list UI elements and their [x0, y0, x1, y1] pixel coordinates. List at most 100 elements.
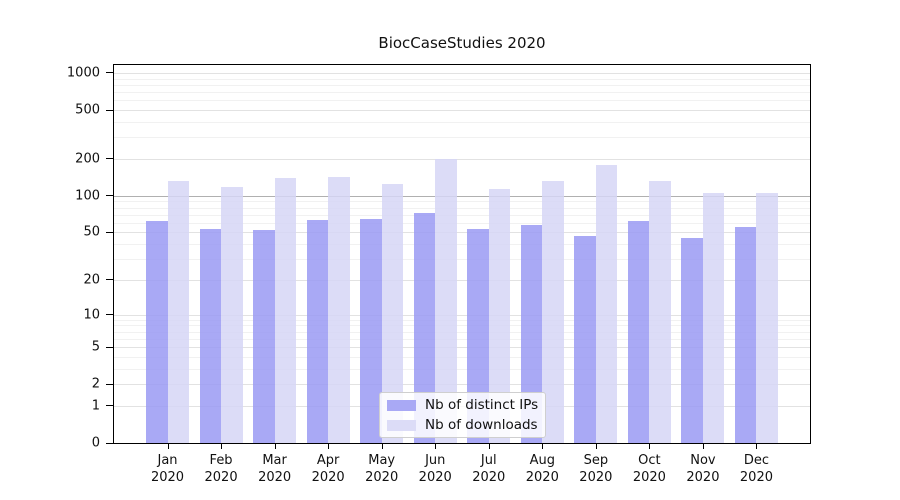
bar-distinct-ips-mar — [253, 230, 275, 443]
x-tick — [167, 443, 169, 449]
y-tick — [106, 109, 113, 111]
y-tick — [106, 72, 113, 74]
gridline-minor — [114, 92, 810, 94]
x-tick-label-jan: Jan 2020 — [151, 452, 184, 486]
gridline-major — [114, 314, 810, 316]
x-tick-label-jun: Jun 2020 — [419, 452, 452, 486]
x-tick-year: 2020 — [150, 470, 185, 485]
x-tick-month: Oct — [638, 453, 661, 468]
x-tick-year: 2020 — [365, 470, 399, 485]
y-tick — [106, 314, 113, 316]
bar-downloads-sep — [595, 164, 618, 443]
x-tick-year: 2020 — [579, 470, 613, 485]
x-tick-month: Dec — [743, 453, 770, 468]
x-tick-year: 2020 — [418, 470, 452, 485]
gridline-emphasized — [114, 195, 810, 197]
y-tick — [106, 346, 113, 348]
bar-downloads-feb — [221, 187, 243, 443]
bar-distinct-ips-apr — [306, 220, 329, 443]
bar-downloads-apr — [328, 176, 350, 443]
y-tick — [106, 195, 113, 197]
gridline-major — [114, 384, 810, 386]
y-tick-label: 50 — [83, 224, 100, 240]
x-tick — [381, 443, 383, 449]
y-tick-label: 5 — [91, 339, 100, 355]
gridline-minor — [114, 78, 810, 80]
bar-downloads-dec — [756, 193, 778, 443]
gridline-minor — [114, 207, 810, 209]
gridline-minor — [114, 214, 810, 216]
x-tick-year: 2020 — [739, 470, 773, 485]
x-tick-year: 2020 — [525, 470, 559, 485]
y-tick-label: 500 — [75, 102, 100, 118]
y-tick — [106, 383, 113, 385]
x-tick-label-mar: Mar 2020 — [258, 452, 291, 486]
x-tick — [702, 443, 704, 449]
bar-downloads-nov — [702, 193, 725, 443]
x-tick-year: 2020 — [258, 470, 292, 485]
x-tick-label-aug: Aug 2020 — [526, 452, 559, 486]
bar-distinct-ips-feb — [199, 229, 222, 443]
gridline-minor — [114, 319, 810, 321]
y-tick-label: 2 — [91, 376, 100, 392]
y-tick-label: 20 — [83, 272, 100, 288]
gridline-minor — [114, 325, 810, 327]
x-tick-label-dec: Dec 2020 — [740, 452, 773, 486]
bar-distinct-ips-jan — [146, 221, 168, 443]
x-tick-label-nov: Nov 2020 — [686, 452, 719, 486]
x-tick — [488, 443, 490, 449]
x-tick-month: Feb — [209, 453, 233, 468]
x-tick-label-sep: Sep 2020 — [579, 452, 612, 486]
y-tick-label: 1000 — [66, 65, 100, 81]
bar-downloads-jan — [167, 180, 190, 443]
bar-distinct-ips-aug — [520, 224, 543, 443]
x-tick — [328, 443, 330, 449]
legend-label-distinct-ips: Nb of distinct IPs — [425, 397, 539, 413]
y-tick — [106, 442, 113, 444]
bar-downloads-jun — [435, 159, 457, 443]
bar-distinct-ips-sep — [574, 235, 596, 443]
gridline-minor — [114, 201, 810, 203]
gridline-minor — [114, 338, 810, 340]
x-tick-month: Jul — [480, 453, 497, 468]
chart-title: BiocCaseStudies 2020 — [378, 34, 546, 52]
y-tick-label: 100 — [75, 188, 100, 204]
x-tick-label-may: May 2020 — [365, 452, 398, 486]
x-tick-year: 2020 — [632, 470, 666, 485]
x-tick-month: Jan — [157, 453, 178, 468]
gridline-minor — [114, 121, 810, 123]
bar-distinct-ips-nov — [681, 237, 703, 443]
gridline-major — [114, 110, 810, 112]
x-tick-month: Mar — [262, 453, 287, 468]
x-tick-month: Sep — [583, 453, 609, 468]
x-tick-year: 2020 — [311, 470, 345, 485]
x-tick-label-oct: Oct 2020 — [633, 452, 666, 486]
x-tick-year: 2020 — [472, 470, 506, 485]
bar-distinct-ips-jul — [467, 229, 489, 443]
y-tick — [106, 279, 113, 281]
y-tick-label: 1 — [91, 398, 100, 414]
gridline-minor — [114, 100, 810, 102]
x-tick — [649, 443, 651, 449]
gridline-minor — [114, 331, 810, 333]
bar-distinct-ips-may — [360, 218, 382, 443]
gridline-minor — [114, 368, 810, 370]
x-tick — [274, 443, 276, 449]
plot-area: 0 1 2 5 10 20 50 100 200 500 1000 Jan 2020 Feb 2020 Mar… — [67, 64, 811, 485]
legend-item-downloads: Nb of downloads — [387, 417, 545, 433]
gridline-minor — [114, 244, 810, 246]
legend: Nb of distinct IPs Nb of downloads — [379, 392, 546, 438]
x-tick — [756, 443, 758, 449]
bar-downloads-aug — [542, 181, 564, 443]
bar-downloads-mar — [274, 177, 297, 443]
gridline-minor — [114, 259, 810, 261]
x-tick-month: Nov — [690, 453, 716, 468]
x-tick-month: Aug — [529, 453, 555, 468]
x-tick-label-feb: Feb 2020 — [205, 452, 238, 486]
legend-swatch-downloads — [387, 419, 416, 431]
bar-distinct-ips-dec — [734, 227, 757, 443]
x-tick — [221, 443, 223, 449]
x-tick — [542, 443, 544, 449]
bar-downloads-jul — [488, 188, 511, 443]
